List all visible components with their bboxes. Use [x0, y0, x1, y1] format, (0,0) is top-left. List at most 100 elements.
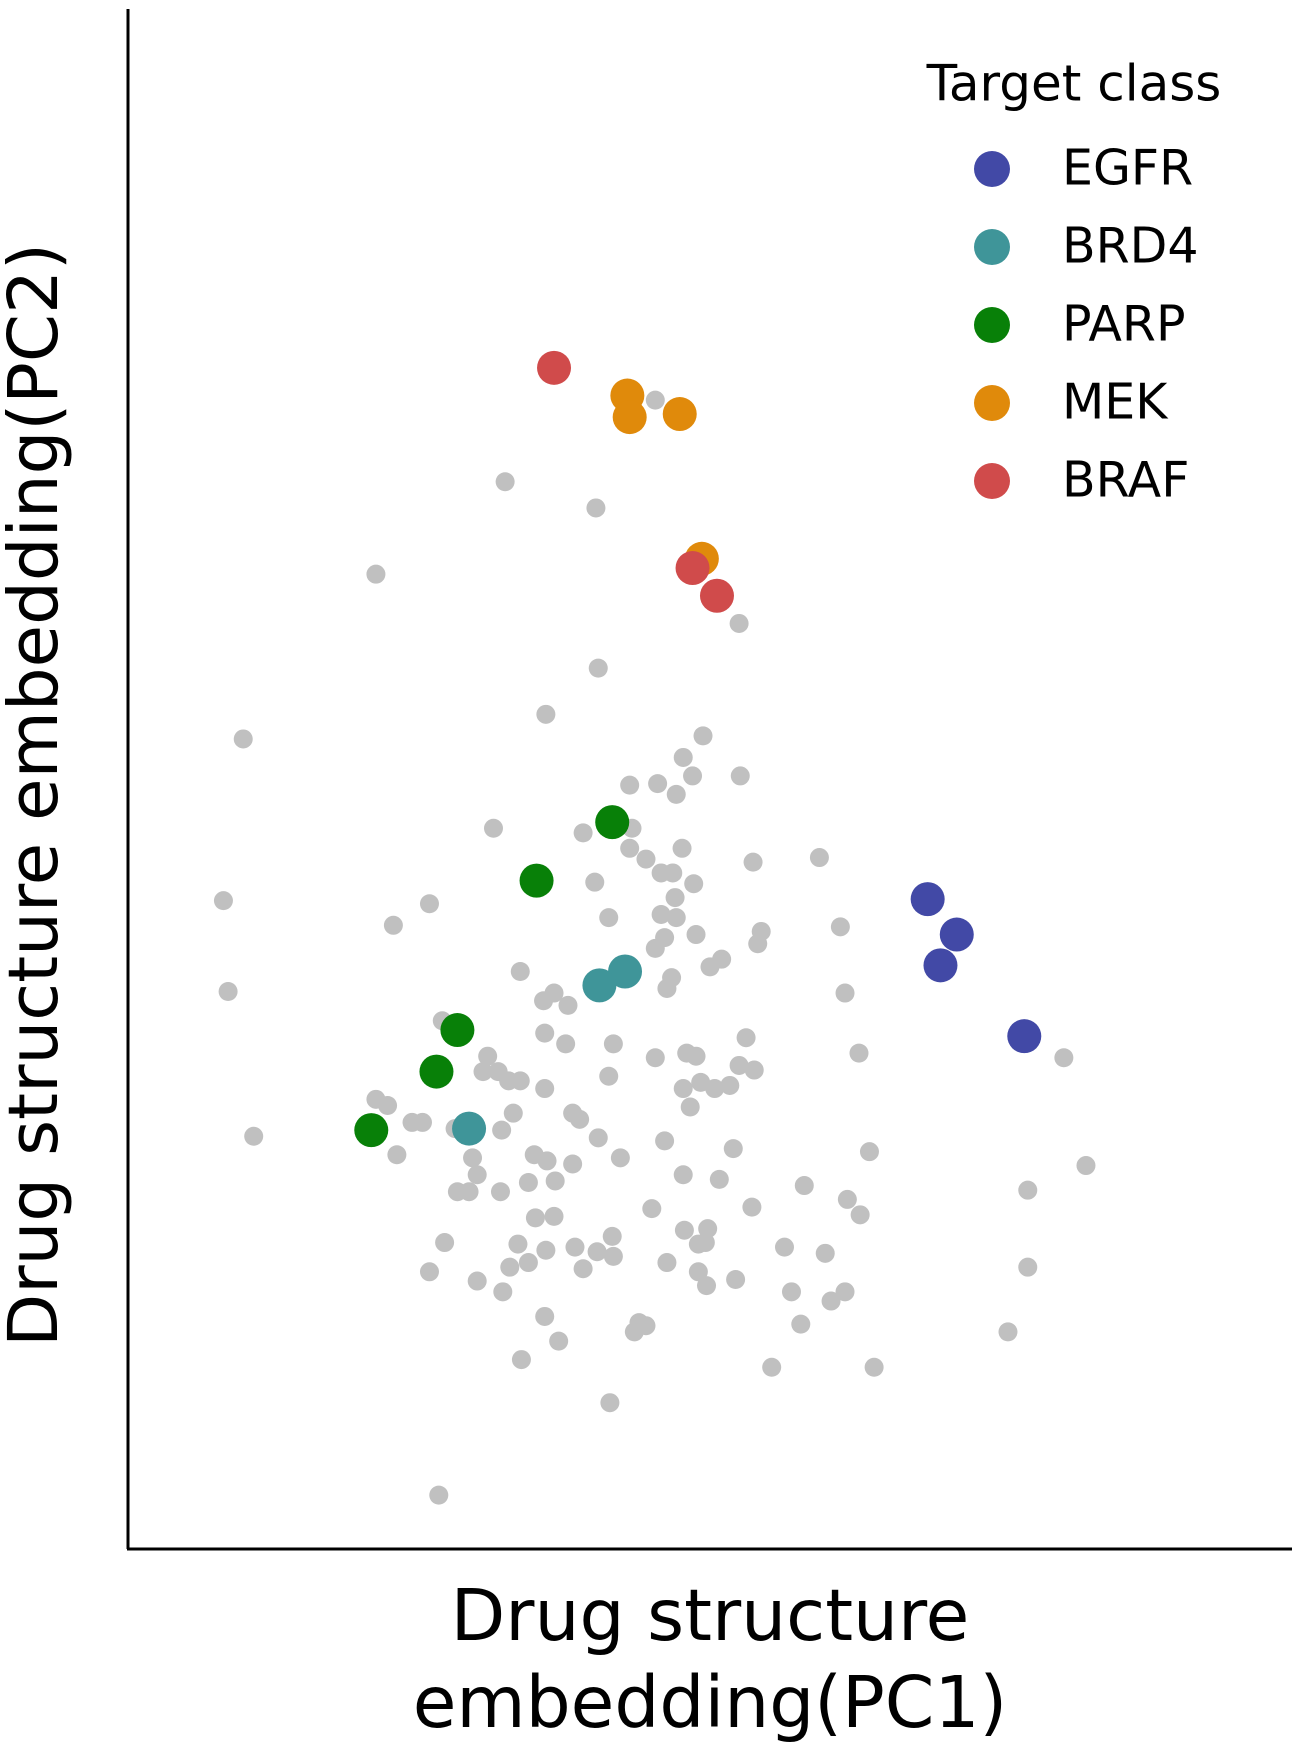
point	[850, 1205, 870, 1225]
point	[672, 838, 692, 858]
point	[459, 1182, 479, 1202]
point	[744, 1060, 764, 1080]
point	[412, 1112, 432, 1132]
point	[849, 1043, 869, 1063]
point	[452, 1111, 487, 1146]
legend-title: Target class	[926, 55, 1222, 113]
point	[686, 925, 706, 945]
point	[1007, 1019, 1042, 1054]
legend-label: PARP	[1062, 296, 1186, 353]
point	[645, 938, 665, 958]
point	[655, 1131, 675, 1151]
point	[743, 852, 763, 872]
point	[666, 784, 686, 804]
point	[573, 823, 593, 843]
point	[525, 1208, 545, 1228]
point	[680, 1097, 700, 1117]
point	[599, 908, 619, 928]
point	[599, 1066, 619, 1086]
point	[693, 726, 713, 746]
point	[483, 818, 503, 838]
point	[573, 1259, 593, 1279]
point	[726, 1270, 746, 1289]
point	[748, 934, 768, 954]
legend-label: MEK	[1062, 374, 1169, 431]
point	[440, 1013, 475, 1048]
point	[419, 1054, 454, 1089]
point	[244, 1126, 264, 1146]
legend-label: BRD4	[1062, 218, 1199, 275]
point	[600, 1393, 620, 1413]
point	[534, 991, 554, 1011]
point	[781, 1282, 801, 1302]
point	[809, 848, 829, 868]
point	[700, 957, 720, 977]
point	[683, 766, 703, 786]
point	[837, 1189, 857, 1209]
point	[674, 1220, 694, 1240]
point	[218, 982, 238, 1002]
legend-label: EGFR	[1062, 140, 1193, 197]
point	[537, 1151, 557, 1171]
point	[518, 1172, 538, 1192]
point	[463, 1148, 483, 1168]
point	[588, 1128, 608, 1148]
point	[673, 747, 693, 767]
point	[736, 1028, 756, 1048]
point	[762, 1357, 782, 1377]
point	[587, 1242, 607, 1262]
point	[510, 962, 530, 981]
point	[709, 1169, 729, 1189]
point	[657, 1253, 677, 1273]
point	[511, 1350, 531, 1370]
point	[495, 472, 515, 492]
point	[429, 1485, 449, 1505]
point	[729, 1055, 749, 1075]
legend-label: BRAF	[1062, 452, 1189, 509]
point	[535, 1079, 555, 1099]
point	[1054, 1048, 1074, 1068]
point	[467, 1271, 487, 1291]
point	[383, 915, 403, 935]
point	[695, 1233, 715, 1253]
point	[688, 1262, 708, 1282]
point	[563, 1154, 583, 1174]
point	[648, 774, 668, 794]
point	[536, 704, 556, 724]
point	[537, 350, 572, 385]
point	[697, 1276, 717, 1296]
point	[791, 1314, 811, 1334]
point	[645, 390, 665, 410]
point	[610, 1148, 630, 1168]
point	[774, 1237, 794, 1257]
point	[821, 1291, 841, 1311]
point	[492, 1120, 512, 1140]
x-axis-label: Drug structure embedding(PC1)	[412, 1574, 1008, 1744]
point	[923, 948, 958, 983]
point	[1018, 1180, 1038, 1200]
point	[588, 658, 608, 678]
point	[467, 1165, 487, 1185]
point	[835, 1282, 855, 1302]
point	[213, 891, 233, 911]
point	[536, 1240, 556, 1260]
point	[585, 872, 605, 892]
point	[720, 1075, 740, 1095]
point	[705, 1079, 725, 1099]
legend-marker	[974, 307, 1010, 343]
point	[998, 1322, 1018, 1342]
point	[673, 1079, 693, 1099]
point	[602, 1226, 622, 1246]
point	[666, 908, 686, 928]
point	[651, 905, 671, 925]
point	[620, 775, 640, 795]
point	[549, 1331, 569, 1351]
point	[499, 1071, 519, 1091]
point	[645, 1048, 665, 1068]
point	[675, 551, 710, 586]
point	[558, 995, 578, 1015]
point	[620, 838, 640, 858]
point	[665, 888, 685, 908]
